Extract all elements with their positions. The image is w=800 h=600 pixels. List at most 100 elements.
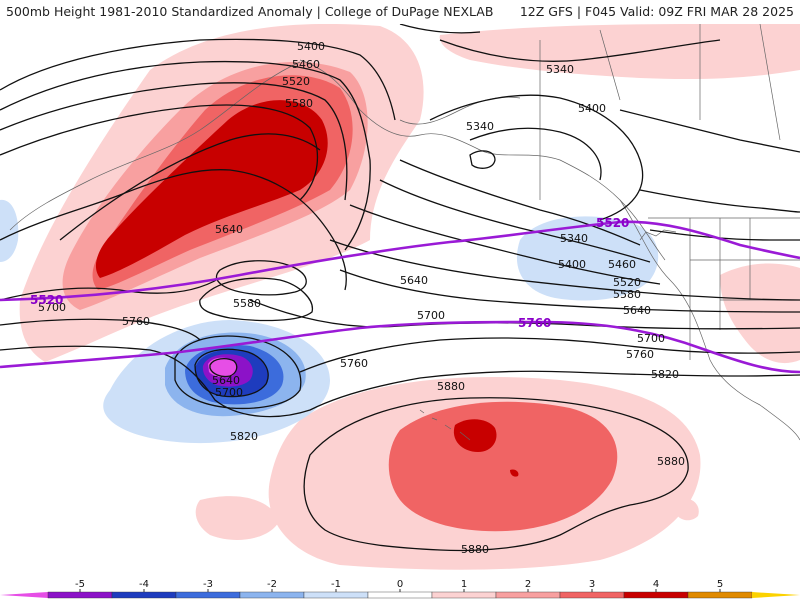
contour-label: 5820 bbox=[230, 430, 258, 443]
contour-5340-small bbox=[469, 150, 496, 169]
contour-5400-east bbox=[399, 159, 641, 246]
contour-north-1 bbox=[399, 24, 481, 34]
contour-label: 5640 bbox=[215, 223, 243, 236]
highlighted-contours bbox=[0, 220, 800, 374]
contour-label: 5580 bbox=[233, 297, 261, 310]
contour-label: 5520 bbox=[282, 75, 310, 88]
contour-5700-west bbox=[0, 277, 221, 301]
contour-label: 5880 bbox=[657, 455, 685, 468]
contour-5340-gulf bbox=[469, 127, 602, 181]
anomaly-plus1-small bbox=[675, 498, 699, 521]
contour-highlight-5760 bbox=[0, 320, 800, 374]
contour-5820-south bbox=[0, 345, 800, 418]
contour-east-3 bbox=[649, 229, 800, 241]
contour-label: 5880 bbox=[461, 543, 489, 556]
contour-5640-east bbox=[339, 269, 800, 313]
contour-label: 5400 bbox=[558, 258, 586, 271]
contour-label: 5580 bbox=[285, 97, 313, 110]
contour-label: 5340 bbox=[546, 63, 574, 76]
alaska-coastline bbox=[299, 59, 666, 261]
contour-label: 5700 bbox=[417, 309, 445, 322]
anomaly-plus4-dot bbox=[510, 469, 519, 477]
colorbar-tick-label: -1 bbox=[331, 579, 341, 590]
contour-east-1 bbox=[619, 109, 800, 153]
contour-label: 5460 bbox=[292, 58, 320, 71]
contour-5580-east bbox=[329, 239, 800, 301]
contour-5580-loop bbox=[59, 133, 321, 241]
contour-5640-west bbox=[0, 169, 347, 291]
contour-5460-east bbox=[379, 179, 651, 263]
colorbar-segment bbox=[623, 591, 689, 599]
contour-label: 5340 bbox=[466, 120, 494, 133]
colorbar-segment bbox=[495, 591, 561, 599]
colorbar-segment bbox=[367, 591, 433, 599]
contour-5400-gulf bbox=[429, 94, 644, 221]
colorbar-tick-label: 0 bbox=[397, 579, 403, 590]
contour-5520-west bbox=[0, 82, 348, 201]
contour-label: 5640 bbox=[400, 274, 428, 287]
anomaly-plus1-east bbox=[720, 263, 800, 364]
contour-label: 5760 bbox=[626, 348, 654, 361]
contour-labels: 5400 5460 5520 5580 5640 5580 5700 5760 … bbox=[38, 40, 685, 556]
contour-cutoff-3 bbox=[209, 358, 238, 378]
aleutian-chain bbox=[9, 61, 301, 231]
anomaly-minus1-west bbox=[0, 199, 19, 262]
colorbar-segment bbox=[431, 591, 497, 599]
contour-label: 5880 bbox=[437, 380, 465, 393]
contour-label: 5760 bbox=[122, 315, 150, 328]
state-lines bbox=[689, 218, 800, 360]
highlight-label: 5520 bbox=[30, 293, 63, 307]
contour-label: 5340 bbox=[560, 232, 588, 245]
contour-label: 5460 bbox=[608, 258, 636, 271]
contour-5460-west bbox=[0, 60, 371, 251]
colorbar-tick-label: 3 bbox=[589, 579, 595, 590]
contour-highlight-5520 bbox=[0, 220, 800, 302]
colorbar-segment bbox=[559, 591, 625, 599]
highlight-label: 5520 bbox=[596, 216, 629, 230]
strong-anomaly-shading bbox=[92, 75, 519, 477]
anomaly-plus2-subtropic bbox=[388, 401, 618, 532]
contour-label: 5400 bbox=[578, 102, 606, 115]
contour-5640-low bbox=[199, 277, 313, 322]
colorbar-tick-label: 4 bbox=[653, 579, 659, 590]
height-contours bbox=[0, 24, 800, 552]
colorbar-segment bbox=[239, 591, 305, 599]
colorbar-arrow-left bbox=[0, 592, 48, 598]
colorbar-segment bbox=[303, 591, 369, 599]
contour-5580-local bbox=[215, 260, 307, 296]
colorbar-segment bbox=[687, 591, 753, 599]
colorbar-segments bbox=[0, 591, 800, 599]
anomaly-minus6-central bbox=[208, 357, 237, 378]
province-lines bbox=[539, 24, 781, 200]
colorbar-tick-label: -4 bbox=[139, 579, 149, 590]
anomaly-plus1-northeast bbox=[439, 24, 800, 80]
contour-5880-subtropic bbox=[303, 397, 689, 552]
anomaly-plus1-west-patch bbox=[195, 496, 280, 540]
colorbar-segment bbox=[111, 591, 177, 599]
colorbar-arrow-right bbox=[752, 592, 800, 598]
colorbar-segment bbox=[175, 591, 241, 599]
coast-misc-2 bbox=[639, 229, 677, 241]
highlighted-contour-labels: 5520 5520 5760 bbox=[30, 216, 629, 330]
contour-5340-north bbox=[439, 39, 721, 62]
contour-5760-west bbox=[0, 318, 201, 341]
contour-label: 5700 bbox=[215, 386, 243, 399]
contour-label: 5820 bbox=[651, 368, 679, 381]
colorbar-segment bbox=[47, 591, 113, 599]
contour-label: 5580 bbox=[613, 288, 641, 301]
contour-5520-east bbox=[349, 204, 661, 285]
contour-label: 5640 bbox=[212, 374, 240, 387]
geography-lines bbox=[9, 24, 800, 441]
colorbar-tick-label: -3 bbox=[203, 579, 213, 590]
contour-5760-east bbox=[299, 337, 800, 373]
map-title: 500mb Height 1981-2010 Standardized Anom… bbox=[6, 4, 494, 19]
colorbar-tick-label: 2 bbox=[525, 579, 531, 590]
anomaly-map: 5400 5460 5520 5580 5640 5580 5700 5760 … bbox=[0, 24, 800, 579]
colorbar-tick-label: 5 bbox=[717, 579, 723, 590]
contour-label: 5700 bbox=[637, 332, 665, 345]
contour-5580-west bbox=[0, 104, 319, 201]
contour-east-2 bbox=[639, 189, 800, 213]
colorbar-tick-label: -5 bbox=[75, 579, 85, 590]
colorbar-tick-label: -2 bbox=[267, 579, 277, 590]
contour-label: 5640 bbox=[623, 304, 651, 317]
